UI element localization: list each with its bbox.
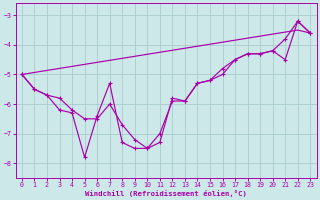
X-axis label: Windchill (Refroidissement éolien,°C): Windchill (Refroidissement éolien,°C)	[85, 190, 247, 197]
